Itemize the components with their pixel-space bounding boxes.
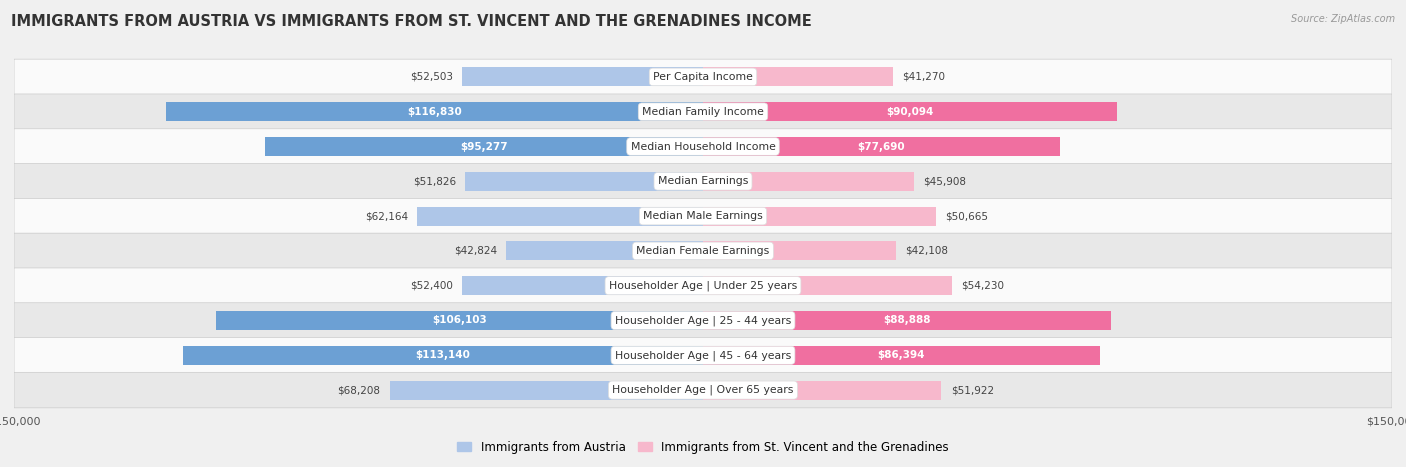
Text: Householder Age | 25 - 44 years: Householder Age | 25 - 44 years xyxy=(614,315,792,326)
Text: Median Male Earnings: Median Male Earnings xyxy=(643,211,763,221)
FancyBboxPatch shape xyxy=(14,303,1392,338)
Text: $51,826: $51,826 xyxy=(412,177,456,186)
Text: $52,400: $52,400 xyxy=(411,281,453,290)
Bar xyxy=(703,311,1111,330)
Bar xyxy=(506,241,703,261)
Bar xyxy=(703,346,1099,365)
Text: $52,503: $52,503 xyxy=(409,72,453,82)
FancyBboxPatch shape xyxy=(14,338,1392,373)
Text: Median Earnings: Median Earnings xyxy=(658,177,748,186)
Text: $106,103: $106,103 xyxy=(432,316,486,325)
Text: Householder Age | Under 25 years: Householder Age | Under 25 years xyxy=(609,281,797,291)
Text: $45,908: $45,908 xyxy=(922,177,966,186)
FancyBboxPatch shape xyxy=(14,94,1392,129)
Bar xyxy=(461,67,703,86)
FancyBboxPatch shape xyxy=(14,372,1392,408)
Bar xyxy=(703,172,914,191)
Bar xyxy=(703,241,897,261)
Bar xyxy=(703,102,1116,121)
Bar xyxy=(215,311,703,330)
Bar xyxy=(389,381,703,400)
FancyBboxPatch shape xyxy=(14,198,1392,234)
Text: $116,830: $116,830 xyxy=(408,107,463,117)
Text: IMMIGRANTS FROM AUSTRIA VS IMMIGRANTS FROM ST. VINCENT AND THE GRENADINES INCOME: IMMIGRANTS FROM AUSTRIA VS IMMIGRANTS FR… xyxy=(11,14,813,29)
FancyBboxPatch shape xyxy=(14,163,1392,199)
Bar xyxy=(703,276,952,295)
Text: Householder Age | 45 - 64 years: Householder Age | 45 - 64 years xyxy=(614,350,792,361)
Text: $54,230: $54,230 xyxy=(962,281,1004,290)
Bar xyxy=(266,137,703,156)
Bar xyxy=(703,206,936,226)
Text: Median Family Income: Median Family Income xyxy=(643,107,763,117)
Text: $68,208: $68,208 xyxy=(337,385,381,395)
Bar xyxy=(703,381,942,400)
FancyBboxPatch shape xyxy=(14,233,1392,269)
Text: $86,394: $86,394 xyxy=(877,350,925,360)
Bar xyxy=(166,102,703,121)
Text: Median Household Income: Median Household Income xyxy=(630,142,776,151)
Text: $88,888: $88,888 xyxy=(883,316,931,325)
Bar xyxy=(703,137,1060,156)
FancyBboxPatch shape xyxy=(14,129,1392,164)
Bar xyxy=(418,206,703,226)
Text: $113,140: $113,140 xyxy=(416,350,471,360)
Legend: Immigrants from Austria, Immigrants from St. Vincent and the Grenadines: Immigrants from Austria, Immigrants from… xyxy=(453,436,953,458)
Text: Median Female Earnings: Median Female Earnings xyxy=(637,246,769,256)
Bar xyxy=(463,276,703,295)
Bar xyxy=(703,67,893,86)
FancyBboxPatch shape xyxy=(14,268,1392,304)
Text: $41,270: $41,270 xyxy=(901,72,945,82)
Text: Source: ZipAtlas.com: Source: ZipAtlas.com xyxy=(1291,14,1395,24)
Bar xyxy=(465,172,703,191)
Text: $77,690: $77,690 xyxy=(858,142,905,151)
Text: $50,665: $50,665 xyxy=(945,211,988,221)
Text: $51,922: $51,922 xyxy=(950,385,994,395)
Text: $62,164: $62,164 xyxy=(366,211,408,221)
Text: $42,824: $42,824 xyxy=(454,246,498,256)
Text: $95,277: $95,277 xyxy=(460,142,508,151)
Text: Per Capita Income: Per Capita Income xyxy=(652,72,754,82)
Text: $42,108: $42,108 xyxy=(905,246,949,256)
FancyBboxPatch shape xyxy=(14,59,1392,95)
Text: Householder Age | Over 65 years: Householder Age | Over 65 years xyxy=(612,385,794,396)
Bar xyxy=(183,346,703,365)
Text: $90,094: $90,094 xyxy=(886,107,934,117)
